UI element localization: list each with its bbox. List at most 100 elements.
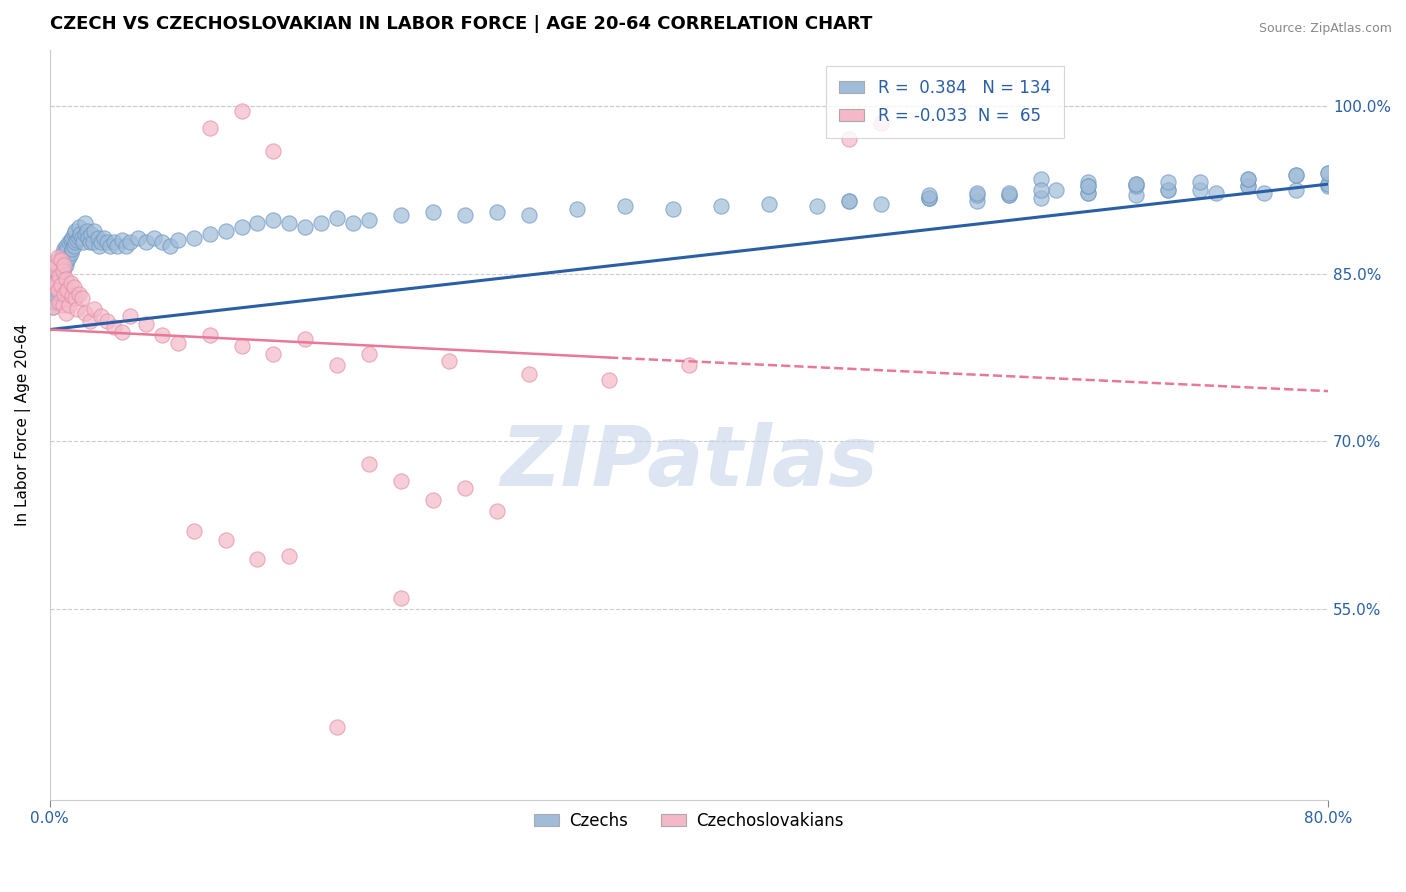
- Point: [389, 474, 412, 488]
- Point: [389, 209, 412, 223]
- Point: [55, 250, 77, 264]
- Point: [135, 317, 157, 331]
- Point: [44, 280, 66, 294]
- Point: [53, 260, 76, 274]
- Point: [45, 289, 67, 303]
- Point: [1317, 179, 1340, 194]
- Point: [246, 552, 269, 566]
- Point: [263, 144, 285, 158]
- Point: [359, 347, 381, 361]
- Point: [454, 482, 477, 496]
- Point: [69, 227, 91, 242]
- Point: [67, 231, 90, 245]
- Point: [1237, 179, 1260, 194]
- Point: [60, 242, 83, 256]
- Point: [278, 216, 301, 230]
- Point: [46, 267, 69, 281]
- Point: [83, 224, 105, 238]
- Point: [49, 250, 72, 264]
- Point: [86, 231, 108, 245]
- Point: [311, 216, 333, 230]
- Point: [662, 202, 685, 216]
- Point: [79, 313, 101, 327]
- Point: [56, 253, 79, 268]
- Point: [263, 213, 285, 227]
- Point: [159, 238, 181, 252]
- Point: [997, 188, 1019, 202]
- Point: [1029, 190, 1052, 204]
- Point: [278, 549, 301, 563]
- Point: [62, 238, 84, 252]
- Point: [70, 291, 93, 305]
- Point: [1029, 183, 1052, 197]
- Point: [1253, 186, 1275, 200]
- Point: [51, 264, 73, 278]
- Point: [44, 294, 66, 309]
- Point: [90, 235, 112, 250]
- Point: [1237, 179, 1260, 194]
- Point: [59, 246, 82, 260]
- Point: [198, 121, 221, 136]
- Point: [1077, 186, 1099, 200]
- Point: [869, 197, 891, 211]
- Point: [150, 328, 173, 343]
- Point: [997, 186, 1019, 200]
- Point: [838, 194, 860, 208]
- Point: [263, 347, 285, 361]
- Point: [46, 250, 69, 264]
- Point: [72, 235, 94, 250]
- Point: [111, 325, 134, 339]
- Point: [53, 253, 76, 268]
- Point: [1317, 166, 1340, 180]
- Point: [917, 190, 939, 204]
- Point: [678, 359, 700, 373]
- Point: [65, 224, 87, 238]
- Point: [1157, 183, 1180, 197]
- Point: [422, 492, 444, 507]
- Point: [486, 504, 509, 518]
- Point: [42, 300, 65, 314]
- Point: [48, 260, 70, 275]
- Point: [93, 231, 115, 245]
- Point: [55, 238, 77, 252]
- Point: [62, 280, 84, 294]
- Point: [1125, 188, 1147, 202]
- Point: [1285, 183, 1308, 197]
- Point: [53, 286, 76, 301]
- Point: [231, 339, 253, 353]
- Point: [758, 197, 780, 211]
- Point: [48, 268, 70, 283]
- Point: [966, 188, 988, 202]
- Point: [76, 224, 98, 238]
- Point: [89, 238, 111, 252]
- Point: [231, 219, 253, 234]
- Point: [46, 280, 69, 294]
- Point: [966, 194, 988, 208]
- Point: [56, 284, 79, 298]
- Point: [73, 216, 96, 230]
- Point: [80, 227, 103, 242]
- Point: [454, 209, 477, 223]
- Point: [142, 231, 165, 245]
- Point: [42, 260, 65, 275]
- Point: [115, 238, 138, 252]
- Point: [58, 298, 80, 312]
- Point: [96, 313, 118, 327]
- Point: [838, 132, 860, 146]
- Point: [103, 235, 125, 250]
- Point: [1317, 177, 1340, 191]
- Point: [1157, 183, 1180, 197]
- Point: [1045, 183, 1067, 197]
- Point: [55, 272, 77, 286]
- Point: [1077, 175, 1099, 189]
- Point: [127, 231, 149, 245]
- Point: [73, 227, 96, 242]
- Point: [82, 235, 104, 250]
- Point: [1077, 179, 1099, 194]
- Point: [342, 216, 364, 230]
- Point: [598, 373, 620, 387]
- Point: [838, 194, 860, 208]
- Point: [326, 211, 349, 225]
- Point: [183, 231, 205, 245]
- Point: [1237, 171, 1260, 186]
